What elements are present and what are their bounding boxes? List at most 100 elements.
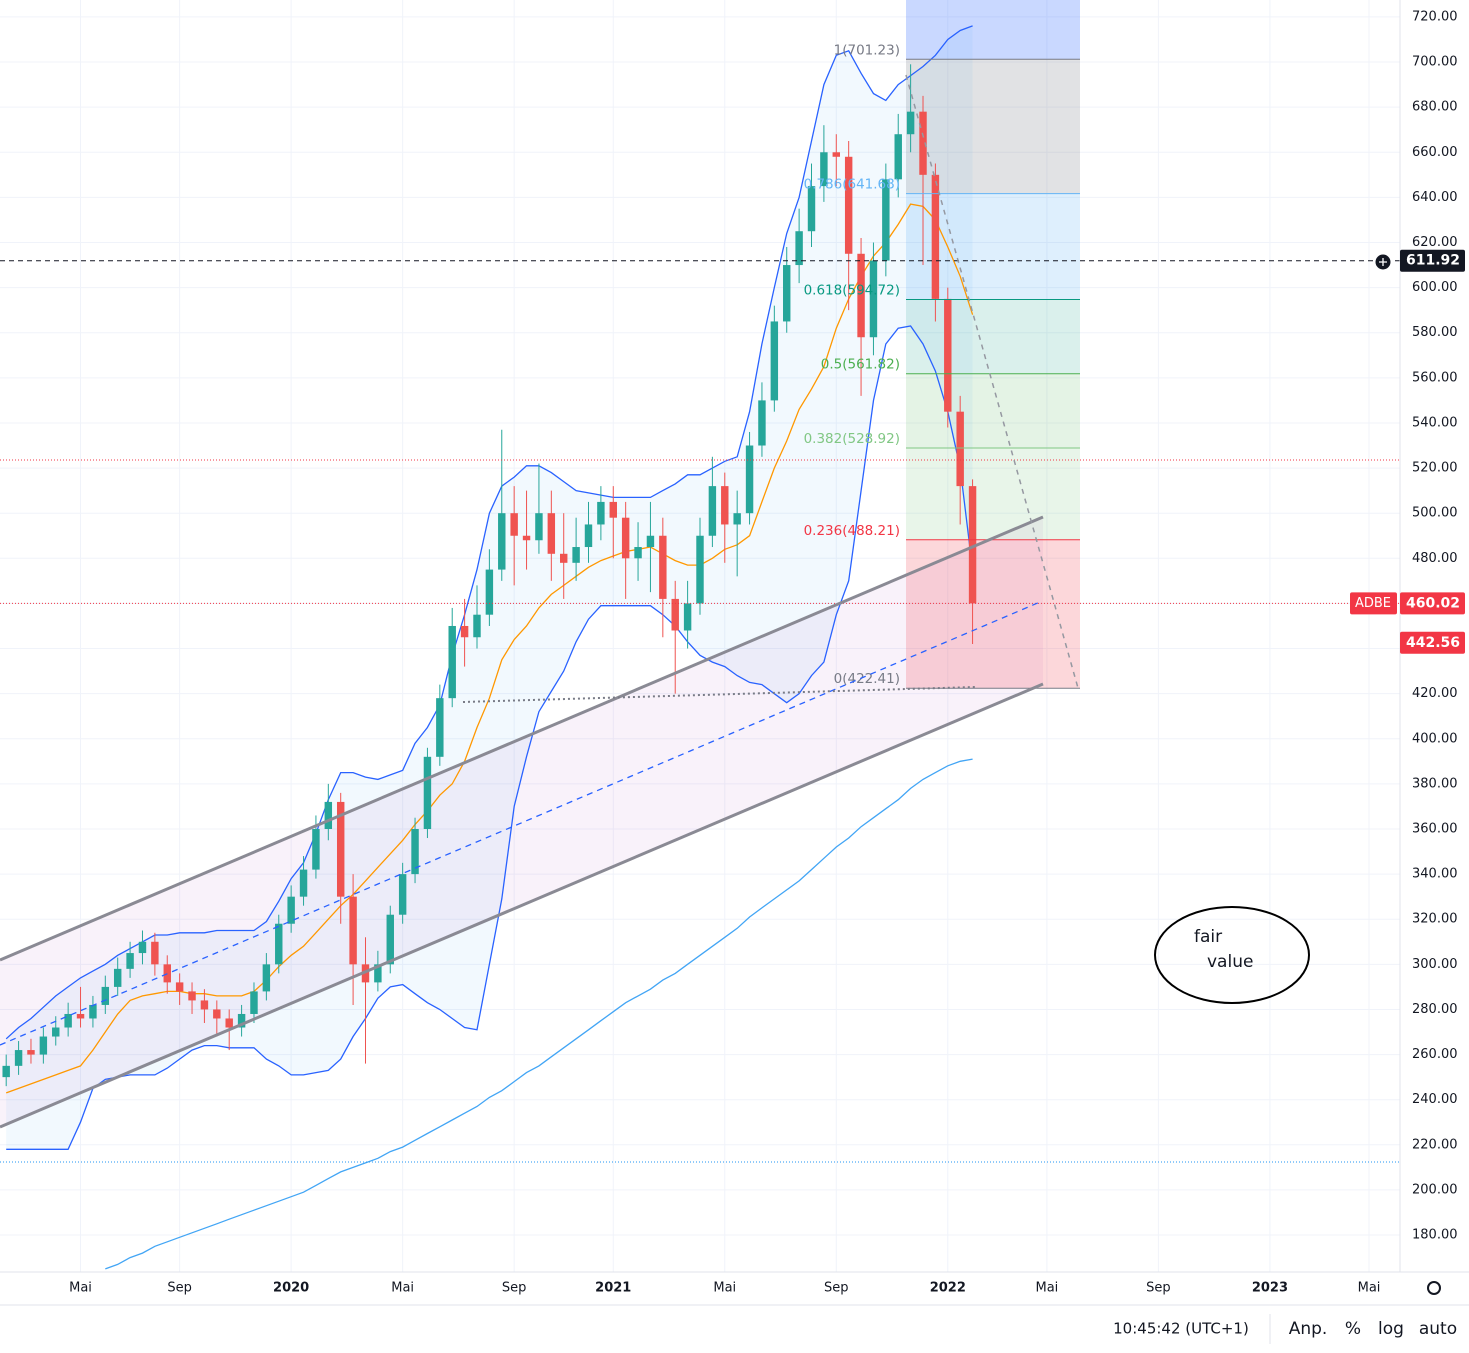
candle-body <box>76 1013 85 1019</box>
trend-line <box>905 74 1079 689</box>
x-tick-label: Sep <box>502 1281 527 1296</box>
candle-body <box>894 134 902 180</box>
candle-body <box>151 941 159 965</box>
x-tick-label: Sep <box>824 1281 849 1296</box>
y-tick-label: 300.00 <box>1412 957 1458 972</box>
x-tick-label: Sep <box>167 1281 192 1296</box>
y-tick-label: 500.00 <box>1412 506 1458 521</box>
y-tick-label: 240.00 <box>1412 1092 1458 1107</box>
channel-fill <box>0 517 1043 1127</box>
candle-body <box>758 400 766 446</box>
candle-body <box>175 982 184 992</box>
status-button[interactable]: auto <box>1419 1319 1457 1339</box>
price-tag <box>1400 249 1465 272</box>
candle-body <box>733 513 741 525</box>
candle-body <box>2 1065 10 1078</box>
x-tick-label: Sep <box>1146 1281 1171 1296</box>
y-tick-label: 280.00 <box>1412 1002 1458 1017</box>
candle-body <box>275 923 283 965</box>
candle-body <box>448 625 456 699</box>
annotation-ellipse <box>1154 906 1310 1004</box>
fib-label: 0.618(594.72) <box>804 283 900 299</box>
price-tag-label: 611.92 <box>1406 253 1460 269</box>
candle-body <box>956 411 964 487</box>
candle-body <box>386 914 394 965</box>
candle-body <box>844 156 853 254</box>
y-tick-label: 700.00 <box>1412 55 1458 70</box>
status-button[interactable]: % <box>1345 1319 1361 1339</box>
candle-body <box>498 513 506 570</box>
candle-body <box>324 801 333 829</box>
candle-body <box>795 231 803 266</box>
y-tick-label: 580.00 <box>1412 325 1458 340</box>
band-lower <box>6 325 974 1150</box>
candle-body <box>609 501 617 518</box>
symbol-tag <box>1350 592 1397 615</box>
clock: 10:45:42 (UTC+1) <box>1113 1320 1249 1338</box>
candle-body <box>262 964 271 992</box>
price-tag <box>1400 592 1465 615</box>
y-tick-label: 260.00 <box>1412 1047 1458 1062</box>
candle-body <box>101 986 110 1005</box>
candle-body <box>584 524 593 548</box>
y-tick-label: 480.00 <box>1412 551 1458 566</box>
plus-icon <box>1379 258 1387 266</box>
candle-body <box>560 553 568 563</box>
x-tick-label: Mai <box>1036 1281 1059 1296</box>
candle-body <box>213 1009 221 1019</box>
candle-body <box>485 569 494 615</box>
y-tick-label: 180.00 <box>1412 1228 1458 1243</box>
x-tick-label: 2020 <box>273 1281 309 1296</box>
candle-body <box>411 828 419 875</box>
candle-body <box>374 964 382 983</box>
y-tick-label: 640.00 <box>1412 190 1458 205</box>
annotation-text: fair <box>1194 927 1222 947</box>
candle-body <box>52 1027 60 1037</box>
candle-body <box>882 179 890 261</box>
candle-body <box>646 535 655 548</box>
candle-body <box>436 698 444 757</box>
candle-body <box>336 801 345 897</box>
candle-body <box>745 445 754 514</box>
candle-body <box>634 547 642 559</box>
candle-body <box>250 991 258 1014</box>
candle-body <box>14 1050 23 1066</box>
status-button[interactable]: Anp. <box>1289 1319 1328 1339</box>
candle-body <box>721 486 729 525</box>
candle-body <box>64 1013 72 1028</box>
y-tick-label: 220.00 <box>1412 1137 1458 1152</box>
candle-body <box>919 111 927 175</box>
candle-body <box>522 535 531 541</box>
y-tick-label: 720.00 <box>1412 9 1458 24</box>
y-tick-label: 400.00 <box>1412 731 1458 746</box>
candle-body <box>27 1050 35 1055</box>
fib-zone <box>906 447 1080 540</box>
x-tick-label: 2021 <box>595 1281 631 1296</box>
settings-icon[interactable] <box>1427 1281 1441 1295</box>
grid <box>0 0 1400 1272</box>
status-button[interactable]: log <box>1378 1319 1404 1339</box>
candle-body <box>237 1013 246 1028</box>
fib-label: 0.382(528.92) <box>804 431 900 447</box>
channel-middle <box>0 601 1041 1046</box>
candle-body <box>349 896 357 965</box>
candle-body <box>621 517 630 559</box>
price-tag <box>1400 631 1465 654</box>
y-tick-label: 560.00 <box>1412 370 1458 385</box>
plot: 1(701.23) 0.786(641.68) 0.618(594.72) 0.5(5… <box>0 25 1400 1270</box>
candle-body <box>113 968 122 987</box>
candle-body <box>931 174 940 299</box>
candle-body <box>696 535 704 604</box>
candle-body <box>857 253 865 338</box>
price-tag-label: 460.02 <box>1406 595 1460 611</box>
x-tick-label: 2022 <box>930 1281 966 1296</box>
x-tick-label: 2023 <box>1252 1281 1288 1296</box>
candle-body <box>312 828 320 870</box>
fib-zone <box>906 539 1080 689</box>
y-tick-label: 540.00 <box>1412 415 1458 430</box>
fib-label: 0.5(561.82) <box>821 357 900 373</box>
band-upper <box>5 25 973 1040</box>
support-line <box>462 686 976 703</box>
x-tick-label: Mai <box>1358 1281 1381 1296</box>
